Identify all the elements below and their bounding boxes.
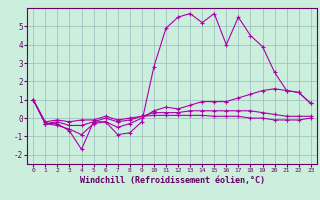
X-axis label: Windchill (Refroidissement éolien,°C): Windchill (Refroidissement éolien,°C) [79, 176, 265, 185]
